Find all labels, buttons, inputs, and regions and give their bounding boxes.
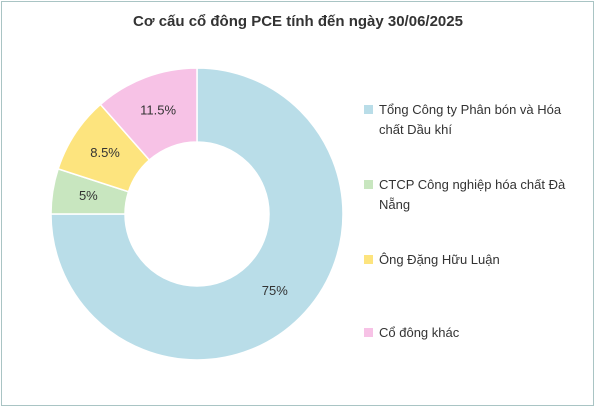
legend-swatch <box>364 328 373 337</box>
legend-label: Ông Đặng Hữu Luận <box>379 252 500 267</box>
legend-label: Cổ đông khác <box>379 325 460 340</box>
data-label: 8.5% <box>90 145 120 160</box>
data-label: 5% <box>79 188 98 203</box>
legend-item: Tổng Công ty Phân bón và Hóa chất Dầu kh… <box>364 100 589 140</box>
data-label: 11.5% <box>140 103 176 118</box>
legend-label: Tổng Công ty Phân bón và Hóa chất Dầu kh… <box>379 102 562 137</box>
data-label: 75% <box>262 283 288 298</box>
donut-slice <box>50 67 344 361</box>
donut-slice <box>99 67 198 162</box>
legend-item: Cổ đông khác <box>364 323 589 343</box>
legend-swatch <box>364 255 373 264</box>
legend-item: Ông Đặng Hữu Luận <box>364 250 589 270</box>
legend-swatch <box>364 180 373 189</box>
chart-title: Cơ cấu cổ đông PCE tính đến ngày 30/06/2… <box>133 13 463 30</box>
legend-item: CTCP Công nghiệp hóa chất Đà Nẵng <box>364 175 589 215</box>
legend-label: CTCP Công nghiệp hóa chất Đà Nẵng <box>379 177 566 212</box>
legend-swatch <box>364 105 373 114</box>
